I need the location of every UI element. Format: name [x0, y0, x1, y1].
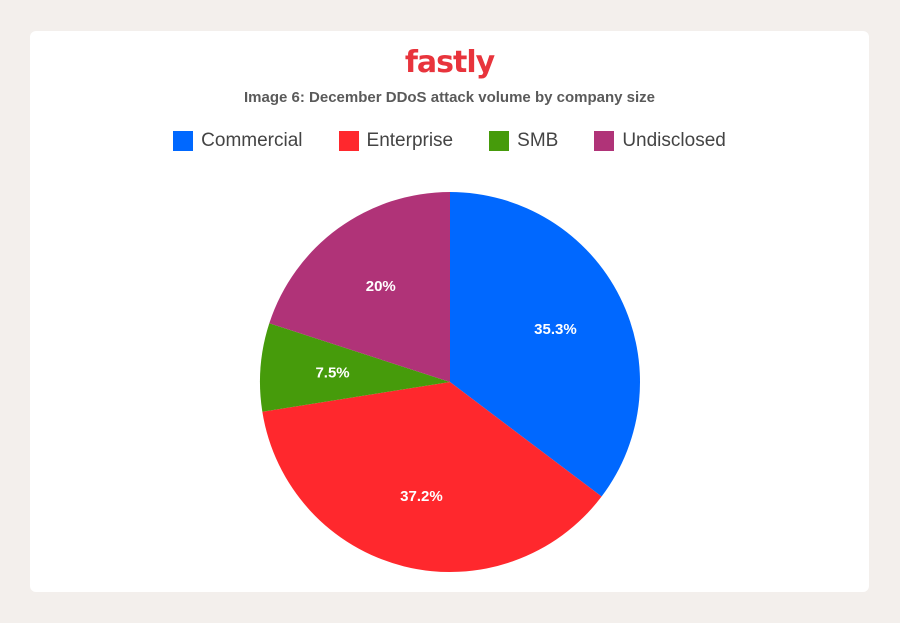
chart-card: fastly Image 6: December DDoS attack vol…: [30, 31, 869, 592]
legend-swatch-smb: [489, 131, 510, 151]
pie-label-smb: 7.5%: [315, 364, 349, 381]
pie-slice-undisclosed[interactable]: [269, 192, 450, 382]
legend-item-commercial[interactable]: Commercial: [173, 130, 303, 152]
pie-label-commercial: 35.3%: [534, 321, 577, 338]
fastly-logo: fastly: [404, 45, 495, 80]
legend-label-undisclosed: Undisclosed: [622, 130, 726, 151]
pie-label-enterprise: 37.2%: [400, 488, 443, 505]
pie-slice-commercial[interactable]: [450, 192, 640, 497]
chart-title: Image 6: December DDoS attack volume by …: [244, 89, 655, 106]
legend-swatch-commercial: [173, 131, 194, 151]
chart-legend: Commercial Enterprise SMB Undisclosed: [30, 130, 869, 152]
legend-item-enterprise[interactable]: Enterprise: [338, 130, 454, 152]
legend-item-undisclosed[interactable]: Undisclosed: [594, 130, 726, 152]
pie-chart: 35.3% 37.2% 7.5% 20%: [260, 192, 640, 572]
legend-swatch-undisclosed: [594, 131, 615, 151]
pie-slice-smb[interactable]: [260, 323, 450, 412]
pie-slice-enterprise[interactable]: [262, 382, 602, 572]
legend-swatch-enterprise: [338, 131, 359, 151]
legend-label-commercial: Commercial: [201, 130, 303, 151]
legend-item-smb[interactable]: SMB: [489, 130, 558, 152]
legend-label-enterprise: Enterprise: [366, 130, 454, 151]
pie-label-undisclosed: 20%: [366, 278, 396, 295]
legend-label-smb: SMB: [517, 130, 559, 151]
